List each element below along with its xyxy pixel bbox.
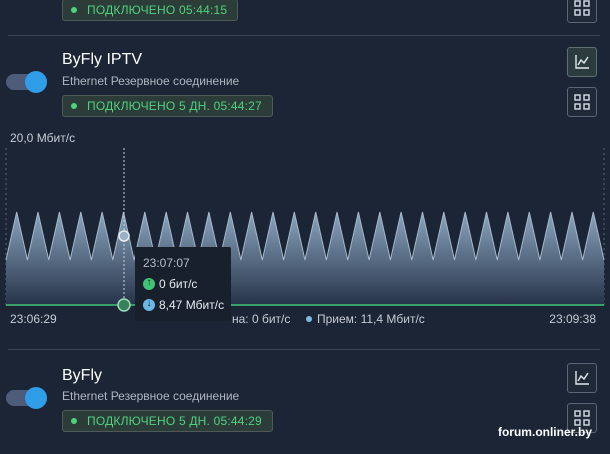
iptv-title: ByFly IPTV: [62, 51, 143, 68]
receive-dot-icon: [306, 316, 312, 322]
iptv-grid-button[interactable]: [567, 87, 597, 117]
chart-y-max-label: 20,0 Мбит/с: [10, 131, 76, 145]
iptv-chart-button[interactable]: [567, 47, 597, 77]
grid-button-top[interactable]: [567, 0, 597, 23]
byfly-toggle[interactable]: [6, 387, 47, 409]
hover-point-receive: [118, 230, 130, 242]
iptv-toggle[interactable]: [6, 71, 47, 93]
byfly-title: ByFly: [62, 367, 102, 384]
byfly-status-badge: ПОДКЛЮЧЕНО 5 ДН. 05:44:29: [62, 410, 273, 432]
upload-arrow-icon: [143, 277, 155, 290]
legend-send: на: 0 бит/с: [232, 312, 291, 326]
hover-point-send: [117, 298, 131, 312]
byfly-chart-button[interactable]: [567, 363, 597, 393]
receive-line: [5, 211, 605, 261]
iptv-status-badge: ПОДКЛЮЧЕНО 5 ДН. 05:44:27: [62, 95, 273, 117]
grid-icon: [574, 94, 590, 110]
download-arrow-icon: [143, 298, 155, 311]
grid-icon: [574, 0, 590, 16]
traffic-chart[interactable]: [0, 140, 610, 315]
iptv-type: Ethernet Резервное соединение: [62, 74, 240, 88]
status-dot-icon: [71, 7, 77, 13]
byfly-type: Ethernet Резервное соединение: [62, 389, 240, 403]
top-status-badge: ПОДКЛЮЧЕНО 05:44:15: [62, 0, 239, 21]
byfly-grid-button[interactable]: [567, 403, 597, 433]
chart-tooltip: 23:07:07 0 бит/с 8,47 Мбит/с: [135, 247, 231, 321]
tooltip-upload: 0 бит/с: [143, 277, 197, 291]
status-dot-icon: [71, 418, 77, 424]
chart-x-start: 23:06:29: [10, 312, 57, 326]
tooltip-download: 8,47 Мбит/с: [143, 298, 224, 312]
toggle-knob: [25, 71, 47, 93]
watermark: forum.onliner.by: [497, 425, 592, 439]
legend-receive: Прием: 11,4 Мбит/с: [306, 312, 425, 326]
grid-icon: [574, 410, 590, 426]
chart-icon: [575, 55, 589, 69]
section-divider: [8, 349, 600, 350]
section-divider: [8, 35, 600, 36]
toggle-knob: [25, 387, 47, 409]
tooltip-time: 23:07:07: [143, 256, 190, 270]
status-dot-icon: [71, 103, 77, 109]
chart-x-end: 23:09:38: [549, 312, 596, 326]
chart-icon: [575, 371, 589, 385]
receive-series: [5, 211, 605, 305]
